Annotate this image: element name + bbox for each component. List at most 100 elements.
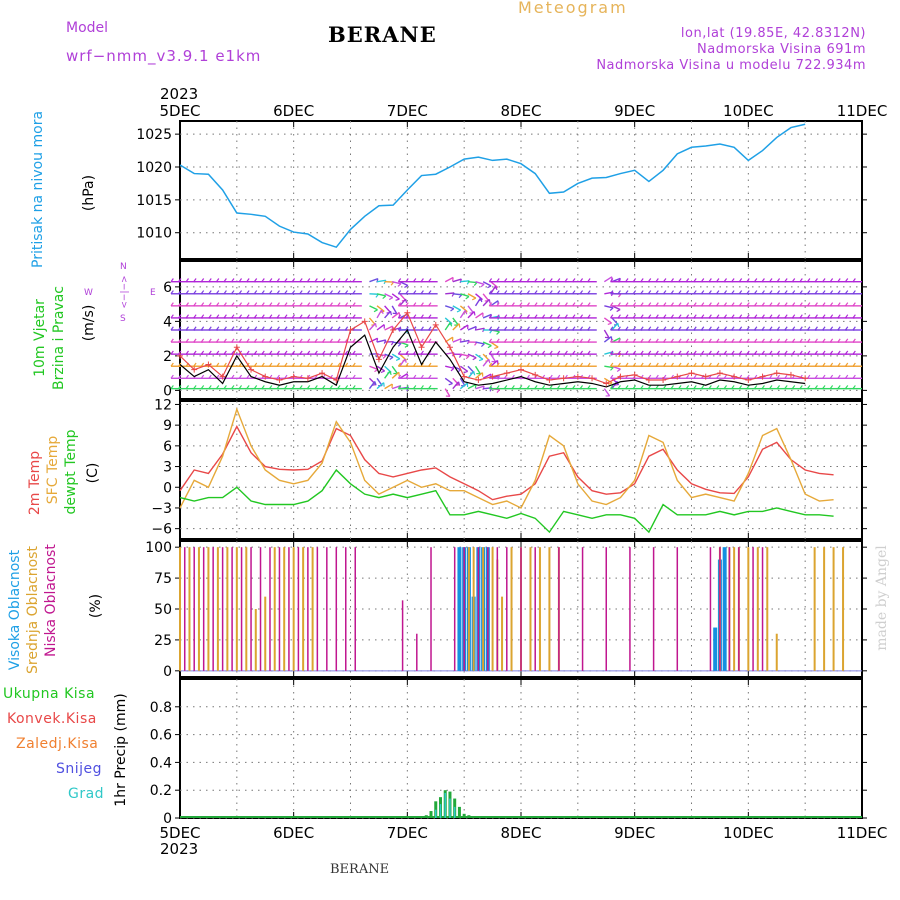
wind-barb-flag	[487, 345, 492, 349]
wind-barb	[467, 353, 477, 359]
wind-barb-flag	[428, 314, 432, 319]
wind-barb-flag	[837, 326, 841, 331]
wind-barb-flag	[337, 385, 341, 390]
wind-barb-flag	[663, 350, 667, 355]
wind-barb-flag	[564, 302, 568, 307]
wind-barb-flag	[799, 278, 803, 283]
wind-gust-marker	[248, 366, 255, 373]
wind-barb-flag	[291, 314, 296, 319]
wind-barb-flag	[253, 290, 258, 295]
wind-barb-flag	[215, 278, 220, 283]
wind-barb-flag	[814, 278, 818, 283]
wind-barb-flag	[269, 362, 273, 367]
y-tick-label-pressure: 1015	[136, 193, 172, 209]
wind-barb-flag	[344, 326, 349, 331]
y-tick-label-cloud: 25	[154, 633, 172, 649]
wind-barb-flag	[291, 290, 296, 295]
wind-barb-flag	[405, 362, 409, 367]
wind-barb-flag	[754, 362, 758, 367]
wind-barb-flag	[814, 374, 818, 379]
wind-gust-marker	[716, 370, 723, 377]
wind-barb	[452, 338, 462, 343]
wind-barb-flag	[534, 290, 538, 295]
wind-barb	[384, 325, 394, 331]
wind-barb	[475, 312, 484, 319]
wind-barb-flag	[610, 314, 614, 319]
wind-barb	[482, 373, 492, 379]
wind-barb-flag	[700, 385, 705, 390]
wind-barb	[384, 310, 392, 319]
wind-barb-flag	[458, 381, 461, 386]
wind-barb-flag	[314, 314, 318, 319]
cloud-bar-low	[240, 547, 243, 671]
meteogram-title: Meteogram	[518, 0, 628, 17]
wind-barb-flag	[556, 302, 561, 307]
wind-barb-flag	[458, 294, 463, 299]
wind-barb-flag	[269, 326, 273, 331]
wind-barb-flag	[261, 326, 265, 331]
wind-barb-flag	[572, 362, 576, 367]
wind-barb-flag	[556, 290, 561, 295]
wind-barb-flag	[215, 314, 220, 319]
wind-barb-flag	[352, 338, 356, 343]
wind-barb-flag	[670, 350, 674, 355]
wind-barb-flag	[731, 302, 735, 307]
wind-barb-flag	[610, 350, 614, 355]
wind-barb-flag	[405, 290, 409, 295]
wind-barb	[452, 317, 459, 326]
wind-barb-flag	[738, 326, 743, 331]
wind-barb-flag	[178, 278, 182, 283]
cloud-bar-low	[487, 547, 489, 671]
wind-gust-marker	[759, 373, 766, 380]
y-tick-label-precipitation: 0.2	[150, 783, 172, 799]
wind-barb-flag	[496, 389, 501, 393]
wind-barb-flag	[632, 278, 637, 283]
wind-barb-flag	[276, 278, 280, 283]
wind-barb-flag	[814, 350, 818, 355]
wind-barb-flag	[193, 314, 197, 319]
cloud-bar-mid	[283, 547, 286, 671]
x-label-top-3: 8DEC	[500, 102, 541, 120]
wind-barb-flag	[200, 278, 205, 283]
wind-barb	[482, 313, 492, 319]
wind-barb-flag	[807, 350, 811, 355]
wind-barb-flag	[261, 290, 265, 295]
wind-barb-flag	[587, 350, 591, 355]
wind-barb-flag	[564, 362, 568, 367]
wind-barb-flag	[420, 326, 424, 331]
wind-barb	[399, 373, 408, 379]
wind-barb-flag	[231, 338, 235, 343]
cloud-bar-low	[709, 547, 712, 671]
wind-barb-flag	[291, 338, 296, 343]
wind-barb-flag	[541, 350, 546, 355]
wind-barb	[475, 327, 485, 331]
wind-barb-flag	[284, 338, 288, 343]
wind-barb-flag	[754, 314, 758, 319]
wind-barb-flag	[299, 290, 303, 295]
wind-barb-flag	[738, 362, 743, 367]
wind-barb-flag	[382, 295, 387, 300]
wind-barb-flag	[208, 350, 212, 355]
wind-barb-flag	[632, 314, 637, 319]
wind-gust-marker	[333, 377, 340, 384]
wind-barb-flag	[473, 282, 478, 286]
wind-barb-flag	[231, 278, 235, 283]
wind-barb-flag	[428, 278, 432, 283]
wind-barb-flag	[526, 362, 530, 367]
wind-barb-flag	[276, 350, 280, 355]
compass-w: W	[84, 288, 93, 298]
wind-barb-flag	[632, 302, 637, 307]
wind-barb-flag	[261, 302, 265, 307]
wind-barb	[391, 305, 398, 314]
wind-barb-flag	[776, 338, 781, 343]
wind-barb-flag	[754, 374, 758, 379]
wind-barb	[391, 365, 398, 374]
wind-barb-flag	[314, 290, 318, 295]
wind-gust-marker	[674, 373, 681, 380]
wind-barb-flag	[822, 326, 826, 331]
wind-barb-flag	[185, 338, 189, 343]
cloud-bar-mid	[472, 547, 475, 671]
wind-barb-flag	[625, 385, 629, 390]
wind-barb-flag	[791, 362, 796, 367]
wind-barb-flag	[655, 290, 659, 295]
